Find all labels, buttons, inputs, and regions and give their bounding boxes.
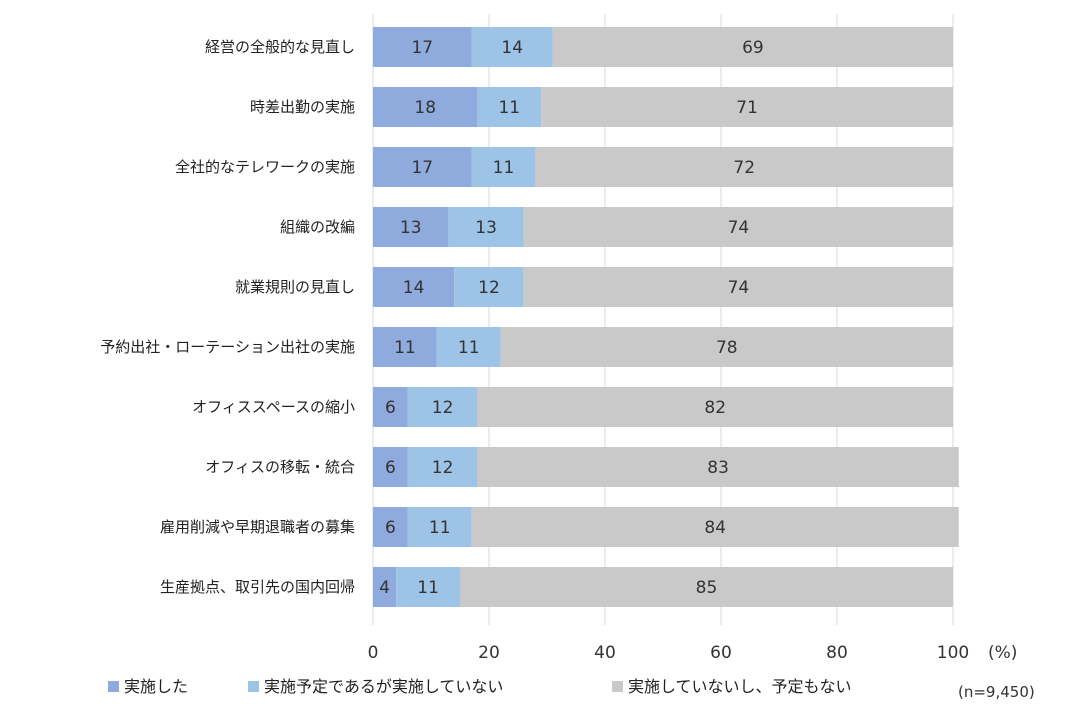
bar-segment bbox=[454, 267, 524, 307]
data-label: 6 bbox=[385, 518, 396, 538]
bar-segment bbox=[373, 447, 408, 487]
bar-segment bbox=[373, 267, 455, 307]
category-label: 組織の改編 bbox=[280, 218, 355, 236]
data-label: 12 bbox=[432, 458, 454, 478]
data-label: 83 bbox=[707, 458, 729, 478]
category-labels: 経営の全般的な見直し時差出勤の実施全社的なテレワークの実施組織の改編就業規則の見… bbox=[100, 38, 355, 596]
bar-segment bbox=[471, 507, 959, 547]
bar-segment bbox=[396, 567, 460, 607]
bar-segment bbox=[535, 147, 953, 187]
bar-segment bbox=[407, 387, 478, 427]
data-label: 17 bbox=[411, 38, 433, 58]
data-label: 72 bbox=[733, 158, 755, 178]
data-label: 14 bbox=[501, 38, 523, 58]
data-label: 11 bbox=[493, 158, 515, 178]
x-tick-label: 20 bbox=[478, 643, 500, 663]
x-unit-label: (%) bbox=[988, 643, 1017, 663]
data-label: 4 bbox=[379, 578, 390, 598]
data-label: 69 bbox=[742, 38, 764, 58]
data-label: 71 bbox=[736, 98, 758, 118]
legend-label: 実施予定であるが実施していない bbox=[264, 677, 503, 696]
x-tick-label: 40 bbox=[594, 643, 616, 663]
data-label: 13 bbox=[475, 218, 497, 238]
bar-segment bbox=[407, 447, 478, 487]
bar-segment bbox=[373, 207, 449, 247]
bar-segment bbox=[500, 327, 953, 367]
bar-segment bbox=[477, 387, 953, 427]
legend-swatch bbox=[612, 681, 623, 692]
bar-segment bbox=[373, 507, 408, 547]
data-label: 6 bbox=[385, 458, 396, 478]
data-label: 84 bbox=[704, 518, 726, 538]
category-label: 時差出勤の実施 bbox=[250, 98, 355, 116]
bar-segment bbox=[373, 87, 478, 127]
bar-segment bbox=[477, 87, 542, 127]
data-label: 12 bbox=[478, 278, 500, 298]
bar-segment bbox=[477, 447, 959, 487]
bar-segment bbox=[407, 507, 472, 547]
bar-segment bbox=[471, 27, 553, 67]
data-label: 85 bbox=[696, 578, 718, 598]
bar-segment bbox=[436, 327, 501, 367]
data-label: 11 bbox=[498, 98, 520, 118]
bar-segment bbox=[523, 207, 953, 247]
legend-swatch bbox=[108, 681, 119, 692]
sample-size-note: (n=9,450) bbox=[958, 683, 1035, 701]
x-axis-ticks: 0 20 40 60 80 100 bbox=[368, 643, 970, 663]
bar-segment bbox=[373, 567, 397, 607]
x-tick-label: 80 bbox=[826, 643, 848, 663]
bar-segment bbox=[471, 147, 536, 187]
legend-swatch bbox=[248, 681, 259, 692]
data-label: 11 bbox=[394, 338, 416, 358]
bar-segment bbox=[373, 147, 472, 187]
bar-segment bbox=[552, 27, 953, 67]
data-label: 13 bbox=[400, 218, 422, 238]
category-label: 就業規則の見直し bbox=[235, 278, 355, 296]
category-label: 予約出社・ローテーション出社の実施 bbox=[100, 338, 355, 356]
bars: 17 14 69 18 11 71 17 11 72 13 13 74 14 12 74 11 11 78 6 12 8… bbox=[373, 27, 959, 607]
category-label: オフィスの移転・統合 bbox=[205, 458, 355, 476]
category-label: 生産拠点、取引先の国内回帰 bbox=[160, 578, 355, 596]
x-tick-label: 0 bbox=[368, 643, 379, 663]
data-label: 78 bbox=[716, 338, 738, 358]
data-label: 6 bbox=[385, 398, 396, 418]
data-label: 11 bbox=[429, 518, 451, 538]
x-tick-label: 60 bbox=[710, 643, 732, 663]
legend: 実施した 実施予定であるが実施していない 実施していないし、予定もない bbox=[108, 677, 852, 696]
bar-segment bbox=[448, 207, 524, 247]
category-label: オフィススペースの縮小 bbox=[192, 398, 355, 416]
category-label: 全社的なテレワークの実施 bbox=[175, 158, 355, 176]
data-label: 74 bbox=[728, 218, 750, 238]
bar-segment bbox=[523, 267, 953, 307]
bar-segment bbox=[460, 567, 953, 607]
legend-label: 実施した bbox=[124, 677, 188, 696]
bar-segment bbox=[541, 87, 953, 127]
data-label: 82 bbox=[704, 398, 726, 418]
x-tick-label: 100 bbox=[937, 643, 969, 663]
data-label: 17 bbox=[411, 158, 433, 178]
data-label: 74 bbox=[728, 278, 750, 298]
data-label: 18 bbox=[414, 98, 436, 118]
bar-segment bbox=[373, 387, 408, 427]
data-label: 14 bbox=[403, 278, 425, 298]
bar-segment bbox=[373, 327, 437, 367]
bar-segment bbox=[373, 27, 472, 67]
category-label: 雇用削減や早期退職者の募集 bbox=[160, 518, 355, 536]
data-label: 12 bbox=[432, 398, 454, 418]
data-label: 11 bbox=[417, 578, 439, 598]
category-label: 経営の全般的な見直し bbox=[205, 38, 355, 56]
legend-label: 実施していないし、予定もない bbox=[628, 677, 852, 696]
data-label: 11 bbox=[458, 338, 480, 358]
